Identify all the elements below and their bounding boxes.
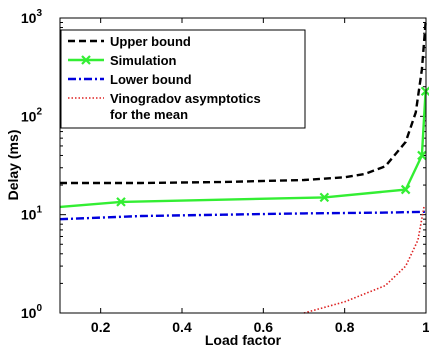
series-line-3 xyxy=(303,206,425,314)
series-layer xyxy=(59,22,429,314)
legend-label-1: Simulation xyxy=(110,53,177,68)
simulation-point-marker xyxy=(417,150,427,161)
x-tick-label: 0.4 xyxy=(172,319,192,335)
y-tick-exponent: 3 xyxy=(36,8,42,19)
y-tick-exponent: 2 xyxy=(36,106,42,117)
y-tick-label: 102 xyxy=(21,106,43,124)
y-tick-base: 10 xyxy=(21,10,37,26)
legend-marker xyxy=(81,55,91,65)
y-tick-exponent: 1 xyxy=(36,205,42,216)
legend-label-2: Lower bound xyxy=(110,72,192,87)
legend: Upper bound Simulation Lower bound Vinograd… xyxy=(60,29,306,129)
y-tick-label: 100 xyxy=(21,303,43,321)
legend-label-0: Upper bound xyxy=(110,34,191,49)
series-line-2 xyxy=(59,210,426,221)
x-tick-label: 0.8 xyxy=(335,319,355,335)
simulation-point-marker xyxy=(116,197,126,207)
simulation-point-marker xyxy=(400,184,411,195)
y-tick-label: 101 xyxy=(21,205,43,223)
y-tick-base: 10 xyxy=(21,207,37,223)
y-axis-label: Delay (ms) xyxy=(5,130,21,201)
simulation-point-marker xyxy=(319,192,330,203)
y-tick-base: 10 xyxy=(21,108,37,124)
series-line-0 xyxy=(60,22,427,185)
x-tick-label: 0.2 xyxy=(91,319,111,335)
x-axis-label: Load factor xyxy=(205,332,282,348)
series-line-1 xyxy=(59,91,427,209)
y-tick-base: 10 xyxy=(21,305,37,321)
y-tick-label: 103 xyxy=(21,8,43,26)
plot-area-frame xyxy=(59,17,427,314)
legend-label-3: Vinogradov asymptotics xyxy=(110,91,261,106)
x-tick-label: 1 xyxy=(422,319,429,335)
y-tick-exponent: 0 xyxy=(36,303,42,314)
x-tick-label: 0.6 xyxy=(254,319,274,335)
legend-label-3: for the mean xyxy=(110,107,188,122)
x-tick-labels: 0.2 0.4 0.6 0.8 1 xyxy=(91,319,429,335)
